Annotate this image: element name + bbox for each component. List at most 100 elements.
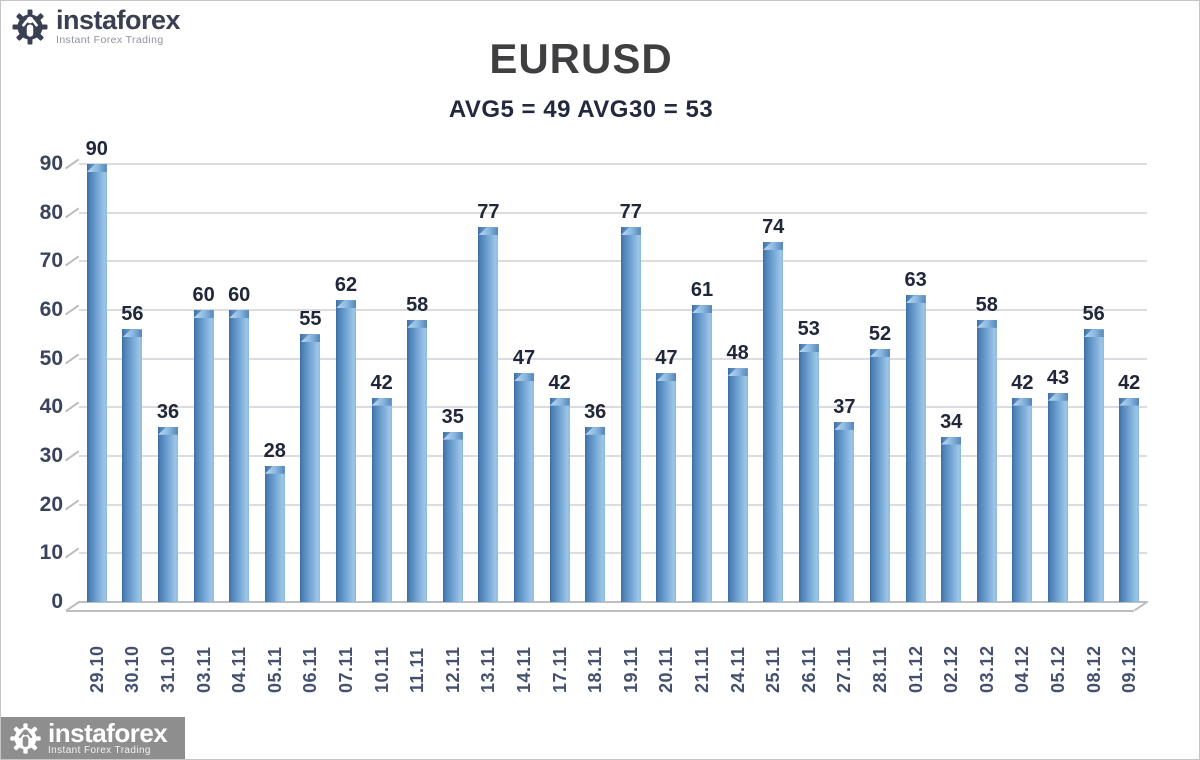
bar — [442, 431, 463, 602]
bar — [407, 319, 428, 602]
bar — [371, 397, 392, 602]
x-axis-label: 04.11 — [229, 646, 250, 693]
y-axis-label: 90 — [39, 152, 63, 175]
bar-value-label: 56 — [1082, 303, 1105, 326]
gridline — [79, 163, 1147, 165]
bar — [264, 465, 285, 602]
logo-tagline-text: Instant Forex Trading — [48, 745, 151, 756]
y-axis-label: 60 — [39, 298, 63, 321]
gridline — [79, 211, 1147, 214]
x-axis-label: 14.11 — [514, 646, 534, 693]
bar — [727, 368, 748, 602]
x-axis-label: 26.11 — [798, 646, 819, 693]
bar-value-label: 62 — [334, 274, 358, 297]
x-axis-label: 28.11 — [870, 646, 890, 693]
bar — [1012, 397, 1033, 602]
logo-brand-text: instaforex — [56, 5, 181, 35]
bar — [549, 397, 570, 602]
y-axis-label: 10 — [39, 541, 63, 565]
x-axis-label: 08.12 — [1083, 645, 1104, 693]
bar — [656, 373, 677, 602]
x-axis-label: 03.12 — [976, 645, 997, 693]
logo-brand-text: instaforex — [48, 718, 168, 748]
gridline — [79, 406, 1147, 409]
gear-person-icon — [10, 723, 41, 754]
x-axis-label: 20.11 — [656, 646, 677, 693]
chart-subtitle: AVG5 = 49 AVG30 = 53 — [448, 96, 714, 123]
bar-value-label: 61 — [690, 279, 714, 302]
x-axis-line — [79, 601, 1147, 603]
bar-value-label: 34 — [940, 410, 963, 433]
bar — [692, 305, 712, 602]
y-axis-tick — [65, 450, 79, 461]
bar-value-label: 43 — [1046, 366, 1070, 389]
bar-value-label: 58 — [975, 293, 998, 316]
x-axis-label: 03.11 — [193, 646, 214, 693]
x-axis-label: 30.10 — [122, 645, 143, 693]
x-axis-label: 04.12 — [1012, 645, 1033, 693]
y-axis-tick — [65, 304, 79, 315]
x-axis-label: 05.12 — [1048, 645, 1068, 693]
x-axis-label: 25.11 — [763, 646, 784, 693]
bar — [976, 319, 997, 602]
y-axis-label: 70 — [39, 249, 63, 273]
bar-value-label: 55 — [299, 308, 322, 331]
bar-value-label: 42 — [1118, 371, 1141, 394]
bar — [122, 329, 143, 602]
bar — [86, 164, 107, 602]
x-axis-label: 21.11 — [692, 646, 712, 693]
gridline — [79, 455, 1147, 457]
gridline — [79, 552, 1147, 555]
bar-value-label: 60 — [228, 284, 251, 306]
bar — [1048, 392, 1068, 602]
bar-value-label: 47 — [512, 347, 536, 370]
bar-value-label: 28 — [263, 439, 286, 462]
y-axis-tick — [65, 499, 79, 510]
y-axis-label: 80 — [39, 200, 63, 224]
bar-value-label: 42 — [1011, 371, 1034, 394]
bar-value-label: 37 — [833, 395, 856, 418]
x-axis-label: 06.11 — [300, 646, 321, 693]
y-axis-label: 20 — [39, 492, 63, 516]
y-axis-label: 40 — [39, 395, 63, 419]
y-axis-tick — [65, 207, 79, 218]
bar-value-label: 52 — [868, 322, 892, 345]
y-axis-label: 50 — [39, 346, 63, 370]
x-axis-label: 09.12 — [1119, 645, 1140, 693]
y-axis-tick — [65, 353, 79, 364]
x-axis-label: 17.11 — [549, 646, 570, 693]
x-axis-label: 24.11 — [727, 646, 748, 693]
bar — [834, 421, 855, 602]
y-axis-label: 30 — [39, 444, 63, 467]
bar-value-label: 56 — [121, 303, 144, 326]
bar-value-label: 77 — [477, 201, 500, 224]
bar-value-label: 60 — [192, 284, 215, 306]
bar — [870, 348, 890, 602]
instaforex-logo-top: instaforex Instant Forex Trading — [11, 5, 181, 46]
bar — [585, 426, 606, 602]
gridline — [79, 260, 1147, 263]
bar-value-label: 63 — [904, 269, 927, 292]
bar-value-label: 53 — [797, 318, 820, 341]
x-axis-floor-line — [66, 610, 1134, 612]
x-axis-label: 18.11 — [585, 646, 606, 693]
x-axis-label: 19.11 — [620, 646, 641, 693]
bar — [158, 426, 178, 602]
bar — [941, 436, 962, 602]
x-axis-label: 11.11 — [407, 647, 428, 693]
bar — [763, 241, 784, 602]
bar — [300, 334, 321, 602]
instaforex-logo-banner: instaforex Instant Forex Trading — [1, 717, 185, 759]
bar-value-label: 36 — [156, 400, 180, 423]
x-axis-label: 31.10 — [158, 645, 178, 693]
bar — [905, 295, 926, 602]
x-axis-label: 01.12 — [905, 645, 926, 693]
bar-value-label: 74 — [762, 215, 785, 238]
y-axis-label: 0 — [51, 590, 63, 613]
gridline — [79, 309, 1147, 311]
gear-person-icon — [12, 9, 48, 44]
y-axis-tick — [65, 401, 79, 413]
bar-value-label: 42 — [370, 371, 393, 394]
